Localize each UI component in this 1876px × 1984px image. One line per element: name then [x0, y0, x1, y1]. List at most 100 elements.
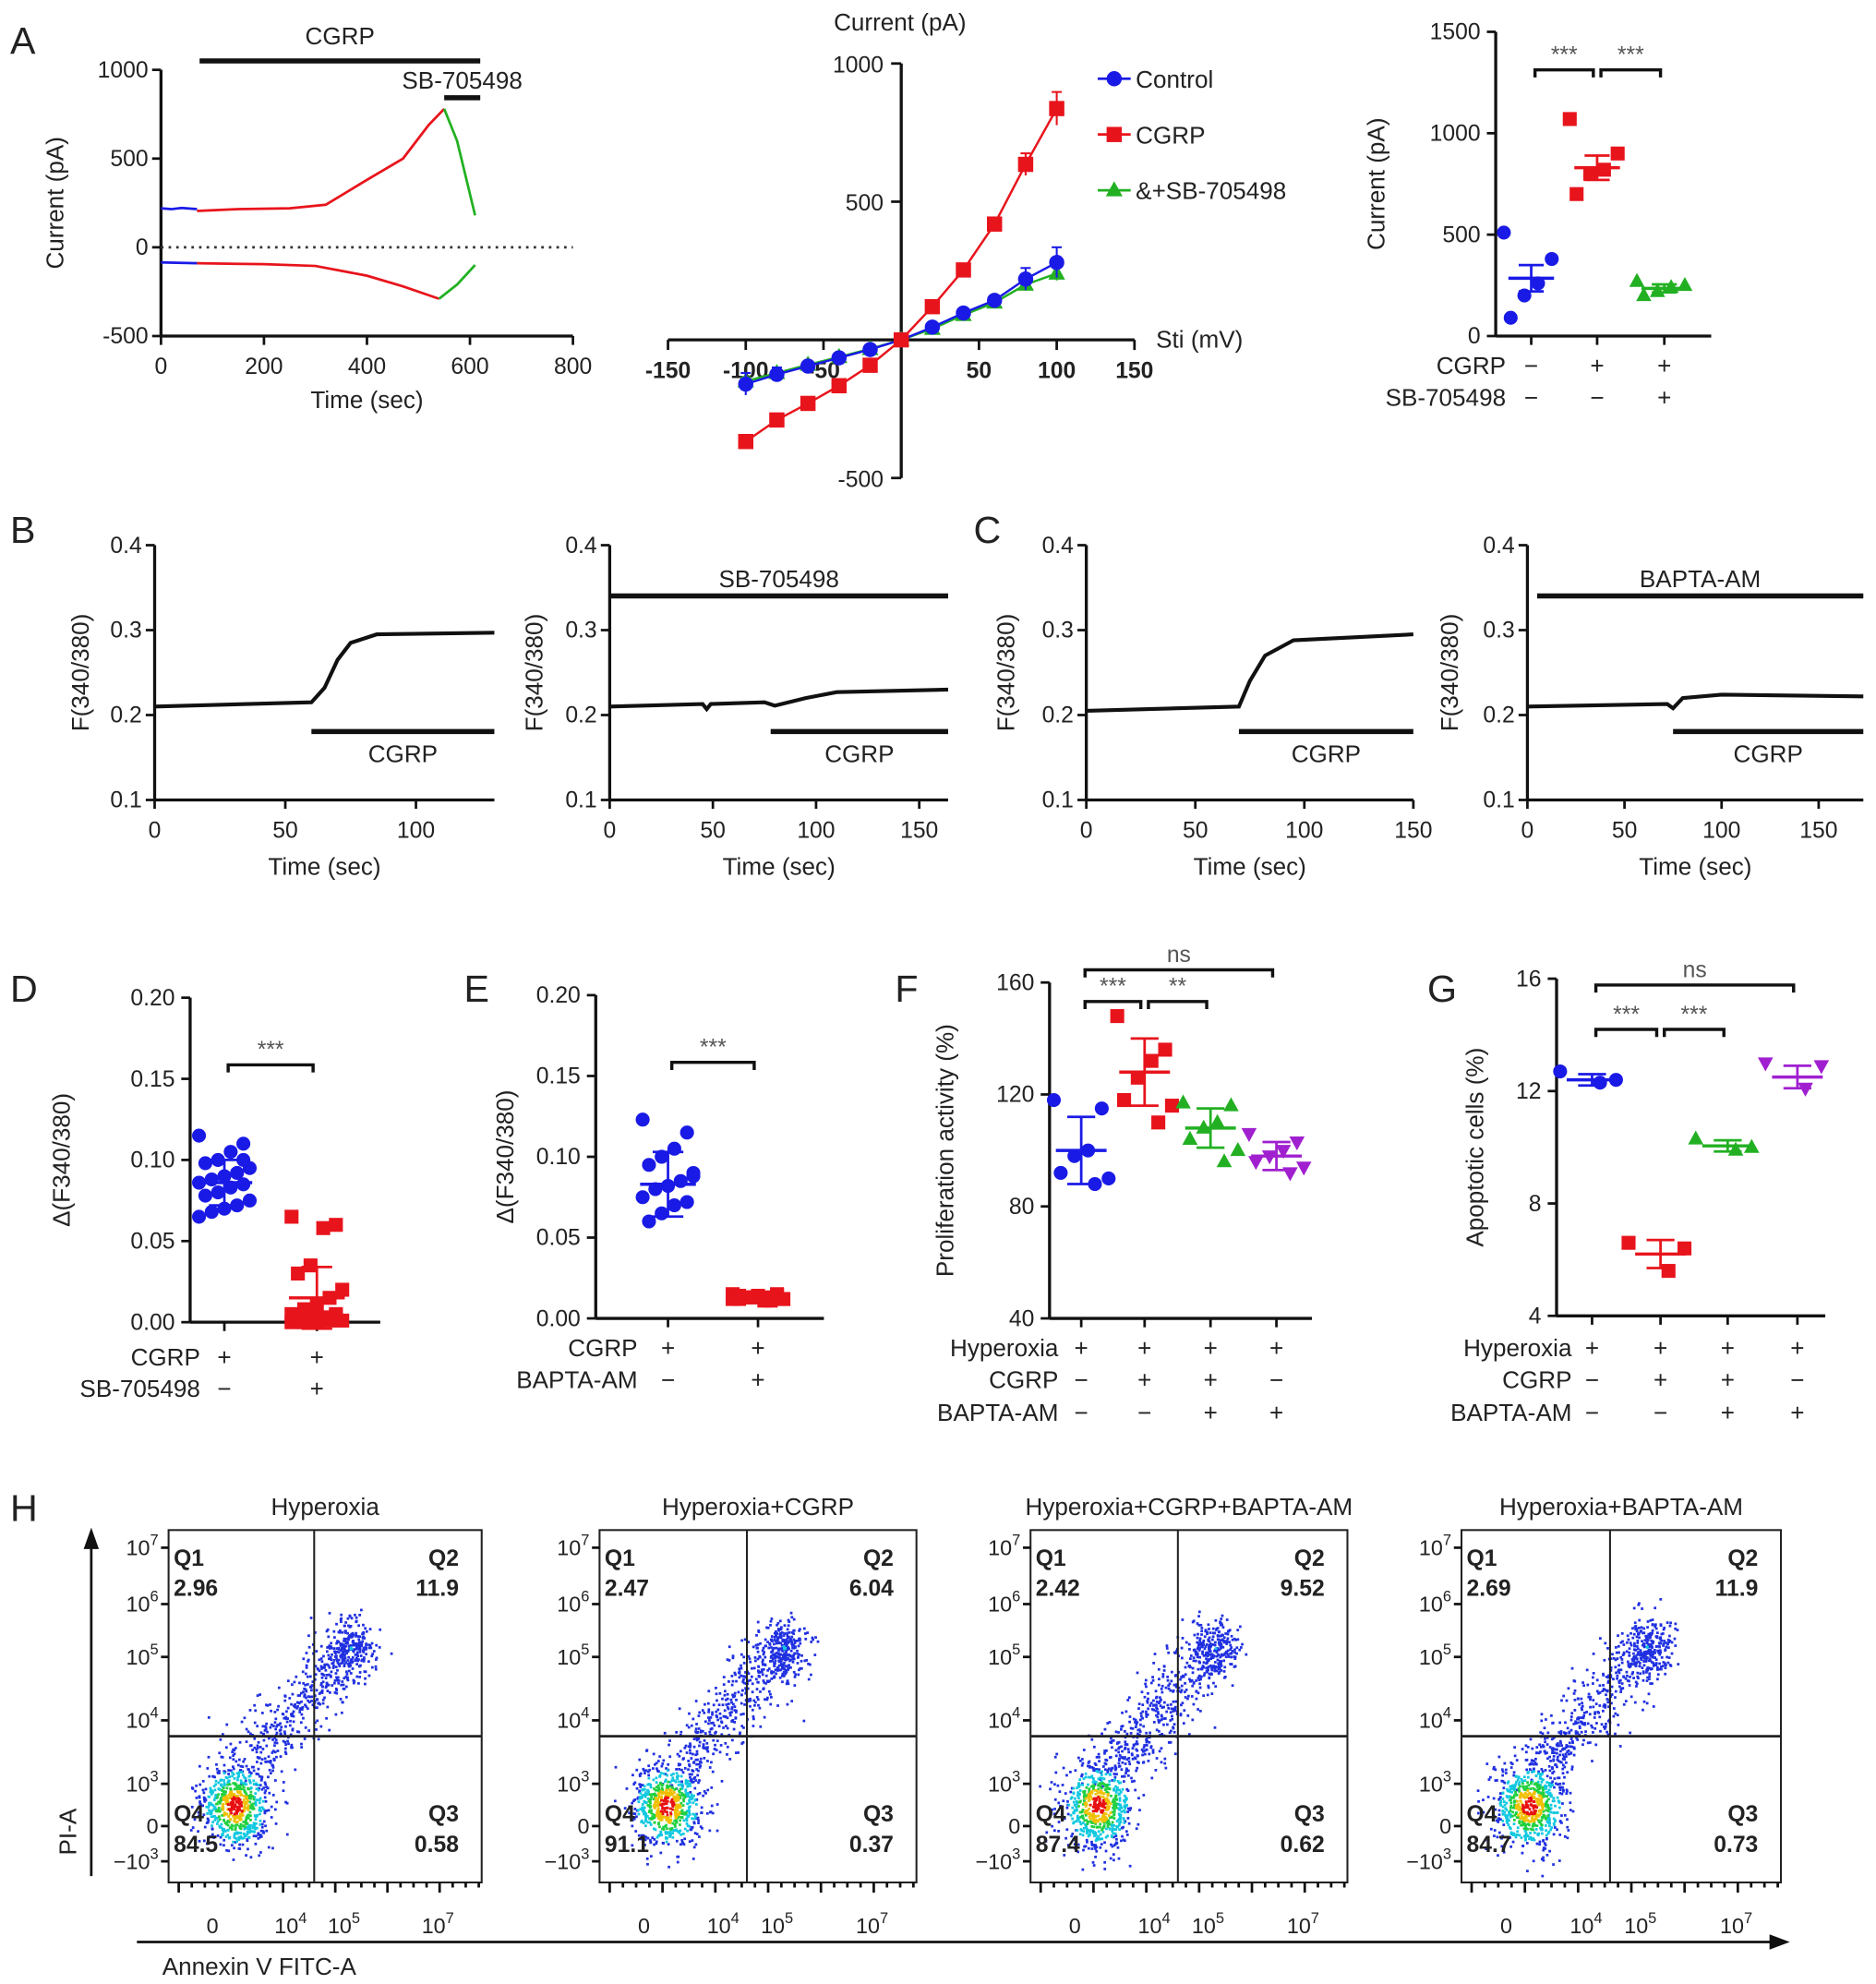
event-dot — [365, 1629, 368, 1633]
event-dot — [1117, 1812, 1121, 1816]
event-dot — [318, 1692, 321, 1695]
event-dot — [1210, 1692, 1214, 1695]
event-dot — [259, 1829, 263, 1833]
event-dot — [1621, 1687, 1625, 1690]
event-dot — [247, 1768, 250, 1771]
event-dot — [1063, 1854, 1066, 1857]
event-dot — [1197, 1646, 1200, 1649]
event-dot — [810, 1673, 812, 1677]
event-dot — [250, 1765, 254, 1769]
event-dot — [375, 1643, 379, 1647]
event-dot — [1120, 1839, 1123, 1843]
event-dot — [1124, 1796, 1128, 1799]
event-dot — [694, 1730, 697, 1733]
event-dot — [1155, 1700, 1159, 1703]
event-dot — [334, 1654, 338, 1657]
event-dot — [211, 1821, 214, 1824]
event-dot — [735, 1709, 738, 1713]
tick-exponent: 4 — [1012, 1705, 1020, 1722]
event-dot — [1658, 1667, 1662, 1671]
event-dot — [1152, 1699, 1155, 1702]
event-dot — [276, 1750, 280, 1752]
event-dot — [699, 1764, 703, 1768]
event-dot — [1580, 1697, 1583, 1701]
event-dot — [226, 1783, 229, 1786]
event-dot — [770, 1635, 774, 1638]
event-dot — [742, 1677, 745, 1681]
event-dot — [1197, 1660, 1201, 1664]
data-point — [230, 1165, 245, 1181]
event-dot — [1065, 1828, 1069, 1832]
event-dot — [657, 1822, 661, 1824]
data-point — [1182, 1130, 1198, 1146]
event-dot — [1229, 1652, 1233, 1655]
event-dot — [1602, 1674, 1605, 1677]
event-dot — [286, 1739, 289, 1743]
event-dot — [1583, 1723, 1587, 1726]
event-dot — [1140, 1690, 1144, 1694]
event-dot — [325, 1674, 329, 1677]
tick-exponent: 4 — [150, 1705, 158, 1722]
data-point — [192, 1128, 207, 1143]
event-dot — [1220, 1669, 1223, 1672]
event-dot — [343, 1677, 346, 1680]
event-dot — [1592, 1705, 1595, 1709]
event-dot — [1206, 1661, 1209, 1665]
event-dot — [1185, 1689, 1188, 1691]
event-dot — [339, 1649, 343, 1652]
event-dot — [261, 1748, 265, 1750]
event-dot — [642, 1767, 645, 1771]
event-dot — [666, 1774, 669, 1777]
event-dot — [780, 1663, 783, 1666]
event-dot — [637, 1834, 641, 1837]
event-dot — [217, 1806, 221, 1810]
event-dot — [1669, 1621, 1672, 1625]
event-dot — [691, 1773, 693, 1776]
data-point — [236, 1152, 251, 1167]
event-dot — [774, 1659, 777, 1663]
condition-label: BAPTA-AM — [516, 1366, 637, 1394]
event-dot — [1081, 1822, 1085, 1824]
event-dot — [650, 1795, 654, 1798]
event-dot — [1088, 1789, 1091, 1793]
event-dot — [696, 1758, 699, 1762]
significance-bracket — [1599, 67, 1663, 78]
event-dot — [1173, 1652, 1177, 1654]
event-dot — [687, 1725, 691, 1729]
event-dot — [754, 1677, 758, 1681]
event-dot — [682, 1757, 685, 1760]
event-dot — [670, 1798, 674, 1801]
event-dot — [269, 1725, 272, 1729]
event-dot — [265, 1786, 268, 1788]
event-dot — [328, 1657, 331, 1661]
event-dot — [249, 1856, 253, 1859]
event-dot — [1221, 1614, 1224, 1617]
event-dot — [728, 1758, 732, 1761]
event-dot — [683, 1837, 687, 1841]
event-dot — [193, 1818, 197, 1822]
event-dot — [1135, 1723, 1138, 1726]
event-dot — [247, 1816, 250, 1820]
event-dot — [257, 1832, 260, 1835]
event-dot — [1223, 1665, 1227, 1669]
event-dot — [786, 1628, 789, 1631]
event-dot — [1208, 1636, 1211, 1640]
event-dot — [747, 1700, 750, 1703]
event-dot — [1668, 1664, 1672, 1666]
event-dot — [244, 1834, 247, 1837]
event-dot — [241, 1784, 245, 1787]
event-dot — [1081, 1814, 1085, 1818]
event-dot — [1072, 1821, 1076, 1824]
event-dot — [1092, 1798, 1096, 1801]
event-dot — [1188, 1665, 1192, 1669]
event-dot — [693, 1775, 697, 1779]
event-dot — [1618, 1745, 1622, 1748]
event-dot — [677, 1796, 680, 1798]
event-dot — [364, 1627, 367, 1630]
event-dot — [1128, 1864, 1132, 1868]
event-dot — [255, 1748, 259, 1751]
event-dot — [335, 1647, 339, 1650]
event-dot — [1120, 1727, 1123, 1731]
y-tick-label: 106 — [988, 1589, 1020, 1617]
event-dot — [653, 1813, 656, 1817]
